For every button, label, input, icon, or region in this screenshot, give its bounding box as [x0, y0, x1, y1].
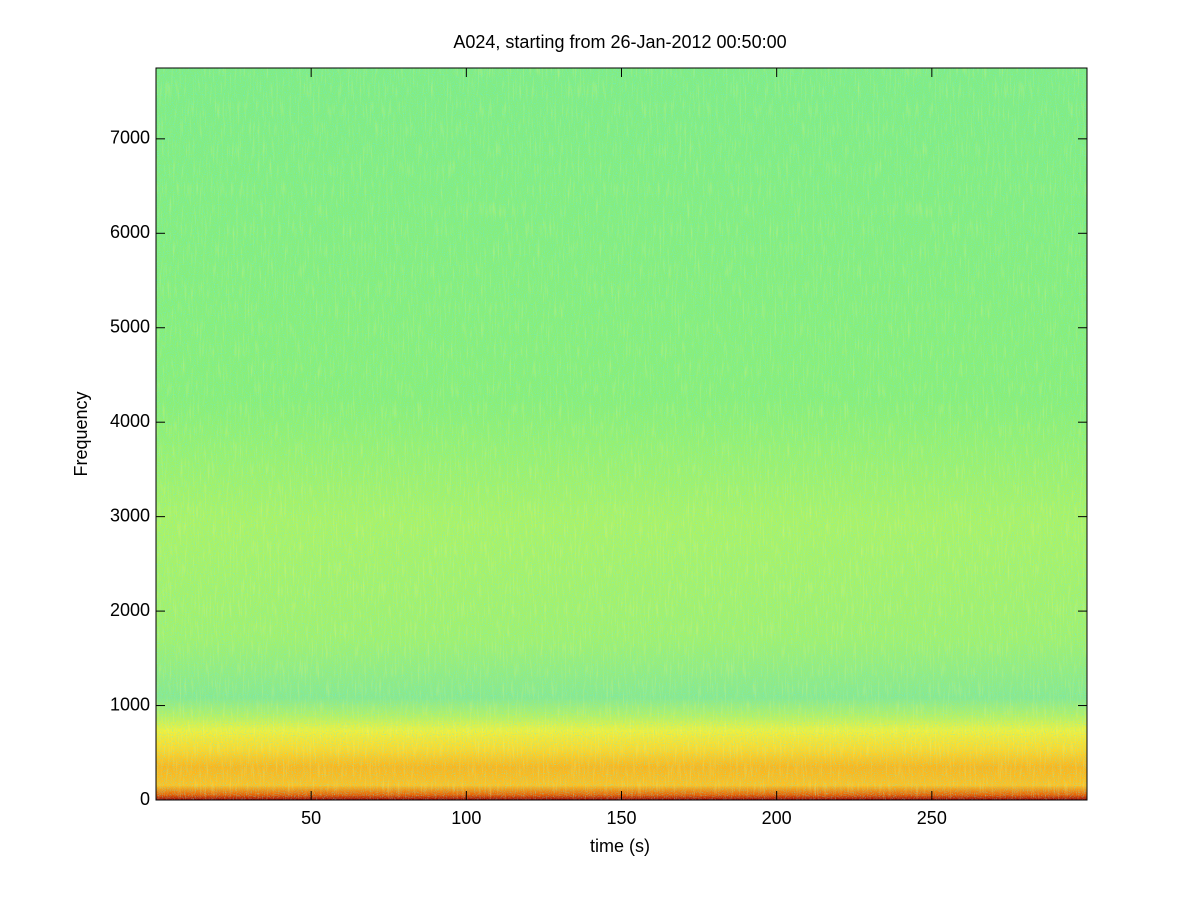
- chart-title: A024, starting from 26-Jan-2012 00:50:00: [453, 32, 786, 52]
- x-tick-label: 50: [301, 808, 321, 828]
- x-tick-label: 250: [917, 808, 947, 828]
- y-tick-label: 1000: [110, 694, 150, 714]
- spectrogram-noise: [156, 68, 1087, 800]
- y-tick-label: 2000: [110, 600, 150, 620]
- y-tick-label: 0: [140, 789, 150, 809]
- y-axis-label: Frequency: [71, 391, 91, 476]
- x-tick-label: 150: [606, 808, 636, 828]
- x-axis-label: time (s): [590, 836, 650, 856]
- y-tick-label: 4000: [110, 411, 150, 431]
- y-tick-label: 6000: [110, 222, 150, 242]
- x-tick-label: 200: [762, 808, 792, 828]
- x-tick-label: 100: [451, 808, 481, 828]
- y-tick-label: 7000: [110, 128, 150, 148]
- spectrogram-image: [156, 68, 1087, 800]
- y-tick-label: 3000: [110, 505, 150, 525]
- y-tick-label: 5000: [110, 316, 150, 336]
